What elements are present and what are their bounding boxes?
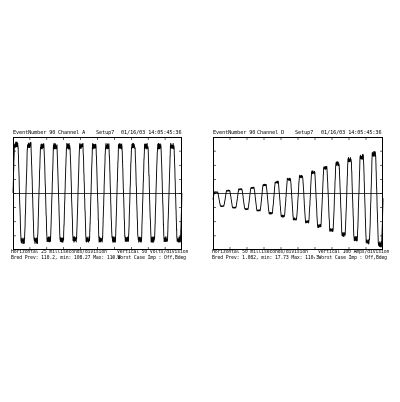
waveform-plot-channel-a bbox=[12, 137, 183, 250]
vertical-scale-label: Vertical 50 Volts/division bbox=[117, 250, 189, 255]
setup-label: Setup7 bbox=[96, 130, 115, 136]
horizontal-scale-label: Horizontal 50 milliseconds/division bbox=[212, 250, 308, 255]
worst-case-label: - Worst Case Imp : Off,Bdeg bbox=[112, 256, 186, 261]
waveform-trace bbox=[12, 141, 183, 245]
event-number-label: EventNumber 90 bbox=[213, 130, 256, 136]
datetime-label: 01/16/03 14:05:45:36 bbox=[321, 130, 382, 136]
setup-label: Setup7 bbox=[295, 130, 314, 136]
datetime-label: 01/16/03 14:05:45:36 bbox=[121, 130, 182, 136]
event-number-label: EventNumber 90 bbox=[13, 130, 56, 136]
worst-case-label: - Worst Case Imp : Off,Bdeg bbox=[313, 256, 387, 261]
channel-label: Channel D bbox=[257, 130, 285, 136]
measurement-readout: Bred Prev: 1.082, min: 17.73 Max: 110.3 bbox=[212, 256, 319, 261]
scope-panel-channel-a: EventNumber 90 Channel A Setup7 01/16/03… bbox=[11, 130, 189, 261]
scope-panel-channel-d: EventNumber 90 Channel D Setup7 01/16/03… bbox=[200, 0, 400, 402]
channel-label: Channel A bbox=[58, 130, 86, 136]
measurement-readout: Bred Prev: 110.2, min: 108.27 Max: 110.8 bbox=[11, 256, 121, 261]
waveform-plot-channel-d bbox=[212, 137, 384, 250]
waveform-trace bbox=[212, 151, 384, 248]
horizontal-scale-label: Horizontal 25 milliseconds/division bbox=[11, 250, 107, 255]
vertical-scale-label: Vertical 100 Amps/division bbox=[318, 250, 390, 255]
